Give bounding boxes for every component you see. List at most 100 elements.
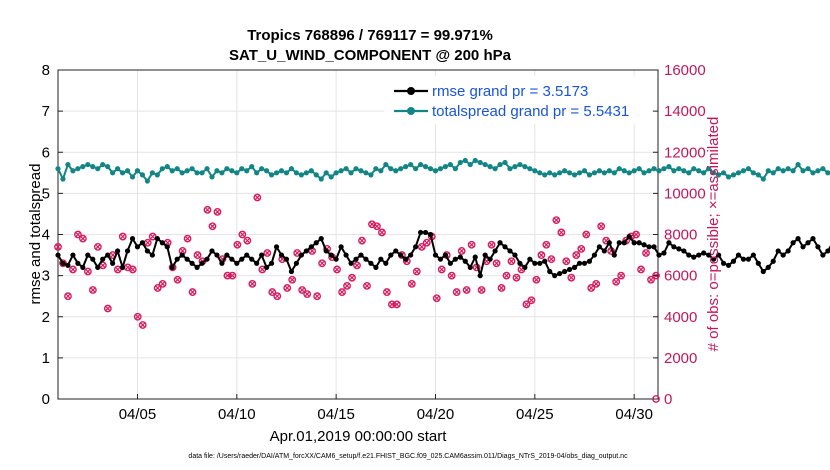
series-1-point xyxy=(303,170,309,176)
series-1-point xyxy=(487,164,493,170)
series-1-point xyxy=(194,170,200,176)
obs-possible-point xyxy=(383,288,391,296)
obs-possible-point xyxy=(183,234,192,243)
y-tick-label: 1 xyxy=(42,350,50,367)
obs-assimilated-point xyxy=(633,231,639,238)
series-0-point xyxy=(194,264,200,270)
y-tick-label: 7 xyxy=(42,103,50,120)
series-0-point xyxy=(60,260,66,266)
series-1-point xyxy=(810,170,816,176)
series-1-point xyxy=(636,166,642,172)
obs-assimilated-point xyxy=(70,266,76,273)
series-1-point xyxy=(477,159,483,166)
series-1-point xyxy=(606,168,612,174)
obs-possible-point xyxy=(243,236,252,245)
series-1-point xyxy=(795,161,801,168)
series-0-point xyxy=(671,244,677,250)
x-tick-label: 04/25 xyxy=(516,406,554,423)
series-1-point xyxy=(701,170,707,176)
obs-possible-point xyxy=(422,238,431,247)
y-right-tick-label: 16000 xyxy=(664,62,706,79)
obs-possible-point xyxy=(138,321,147,329)
series-0-point xyxy=(785,248,791,254)
series-0-point xyxy=(70,252,76,258)
obs-assimilated-point xyxy=(369,221,375,227)
series-1-point xyxy=(735,170,742,176)
series-0-point xyxy=(199,260,205,266)
series-0-point xyxy=(229,256,235,262)
series-0-point xyxy=(174,256,180,262)
series-0-point xyxy=(115,248,121,254)
obs-assimilated-point xyxy=(85,268,91,275)
series-1-point xyxy=(666,164,672,170)
series-1-point xyxy=(517,161,523,168)
obs-assimilated-point xyxy=(573,252,579,258)
series-0-point xyxy=(452,256,458,262)
series-0-point xyxy=(646,244,652,250)
series-0-point xyxy=(398,252,404,258)
series-0-point xyxy=(85,252,91,258)
series-0-point xyxy=(328,252,334,258)
obs-possible-point xyxy=(103,304,112,313)
series-0-point xyxy=(696,252,702,258)
series-1-point xyxy=(338,168,344,174)
series-0-point xyxy=(626,233,632,240)
series-1-point xyxy=(661,166,667,172)
obs-assimilated-point xyxy=(319,260,325,266)
obs-possible-point xyxy=(318,259,327,268)
series-0-point xyxy=(735,252,742,258)
series-0-point xyxy=(706,252,712,258)
series-1-point xyxy=(730,172,737,178)
series-1-point xyxy=(234,170,240,176)
series-0-point xyxy=(581,260,588,266)
series-0-point xyxy=(606,240,612,246)
obs-possible-point xyxy=(158,279,167,288)
series-1-point xyxy=(244,168,250,174)
series-1-point xyxy=(432,168,439,174)
obs-assimilated-point xyxy=(284,285,290,291)
obs-assimilated-point xyxy=(145,240,151,246)
obs-assimilated-point xyxy=(618,273,624,279)
series-1-point xyxy=(373,166,379,172)
obs-possible-point xyxy=(358,236,366,245)
series-0-point xyxy=(770,258,776,264)
obs-assimilated-point xyxy=(150,233,156,240)
series-0-point xyxy=(119,264,126,270)
obs-assimilated-point xyxy=(264,250,270,256)
obs-assimilated-point xyxy=(459,248,465,254)
series-1-point xyxy=(254,170,260,176)
series-0-point xyxy=(378,256,384,262)
series-1-point xyxy=(268,172,275,178)
series-1-point xyxy=(790,168,796,174)
y-right-tick-label: 10000 xyxy=(664,185,706,202)
obs-possible-point xyxy=(487,240,496,249)
obs-possible-point xyxy=(617,271,626,280)
series-0-point xyxy=(537,260,543,266)
series-1-point xyxy=(308,168,314,174)
series-0-point xyxy=(313,240,319,246)
series-0-point xyxy=(323,248,329,254)
series-0-point xyxy=(601,248,607,254)
series-1-point xyxy=(641,170,647,176)
obs-possible-point xyxy=(54,242,62,251)
obs-possible-point xyxy=(572,251,581,259)
series-1-point xyxy=(552,172,558,178)
obs-possible-point xyxy=(452,288,461,296)
series-0-point xyxy=(477,273,483,279)
y-tick-label: 3 xyxy=(42,268,50,285)
obs-assimilated-point xyxy=(648,277,654,283)
obs-possible-point xyxy=(273,292,282,301)
series-0-point xyxy=(308,244,314,250)
series-0-point xyxy=(661,250,667,256)
obs-assimilated-point xyxy=(165,240,171,246)
legend-rmse-label: rmse grand pr = 3.5173 xyxy=(432,83,588,100)
obs-assimilated-point xyxy=(568,275,574,281)
series-0-point xyxy=(273,244,280,250)
series-1-point xyxy=(363,170,369,176)
series-1-point xyxy=(264,168,270,174)
series-1-point xyxy=(139,172,146,178)
series-0-point xyxy=(542,258,548,264)
obs-assimilated-point xyxy=(184,235,191,242)
obs-possible-point xyxy=(238,230,247,239)
obs-assimilated-point xyxy=(349,275,355,281)
